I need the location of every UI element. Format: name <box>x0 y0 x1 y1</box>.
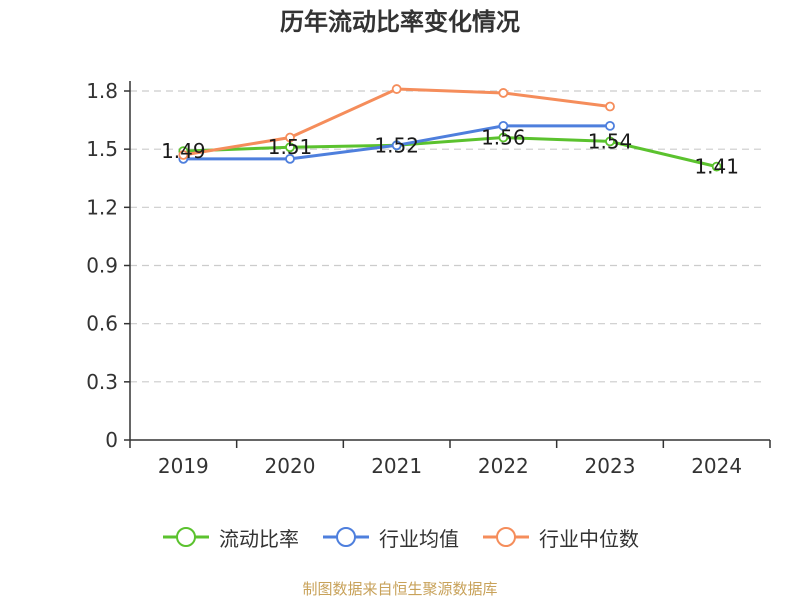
x-tick-label: 2021 <box>371 454 422 478</box>
legend-swatch-icon <box>483 527 529 547</box>
x-tick-label: 2024 <box>691 454 742 478</box>
x-tick-label: 2023 <box>585 454 636 478</box>
legend-label: 流动比率 <box>219 526 299 551</box>
x-tick-label: 2022 <box>478 454 529 478</box>
source-note: 制图数据来自恒生聚源数据库 <box>302 580 498 598</box>
data-label: 1.51 <box>268 135 313 159</box>
data-point <box>178 150 189 160</box>
data-label: 1.54 <box>588 129 633 153</box>
data-label: 1.41 <box>694 155 739 179</box>
data-label: 1.52 <box>374 133 419 157</box>
data-point <box>391 140 402 151</box>
data-point <box>605 136 615 147</box>
data-point <box>498 88 509 98</box>
data-point <box>605 101 615 112</box>
chart-title: 历年流动比率变化情况 <box>280 8 520 36</box>
data-point <box>285 142 295 153</box>
legend-label: 行业中位数 <box>539 526 639 551</box>
legend: 流动比率 行业均值 行业中位数 <box>0 520 800 554</box>
series-line-0 <box>183 136 718 169</box>
y-tick-label: 0.3 <box>86 370 118 394</box>
data-point <box>711 161 722 172</box>
y-tick-label: 1.5 <box>86 137 118 161</box>
data-label: 1.49 <box>161 139 206 163</box>
legend-swatch-icon <box>163 527 209 547</box>
x-tick-label: 2019 <box>158 454 209 478</box>
line-chart: 0 0.3 0.6 0.9 1.2 1.5 1.8 2019 2020 2021 2022 2023 2… <box>86 79 771 478</box>
y-tick-label: 0 <box>105 428 118 452</box>
y-tick-label: 0.9 <box>86 254 118 278</box>
data-point <box>391 84 402 94</box>
data-point <box>498 121 509 131</box>
y-tick-label: 1.2 <box>86 195 118 219</box>
legend-label: 行业均值 <box>379 526 459 551</box>
data-point <box>285 132 295 143</box>
y-tick-label: 1.8 <box>86 79 118 103</box>
legend-item[interactable]: 行业均值 <box>321 523 459 552</box>
legend-swatch-icon <box>323 527 369 547</box>
legend-item[interactable]: 行业中位数 <box>481 523 639 552</box>
data-point <box>285 153 295 164</box>
x-tick-label: 2020 <box>265 454 316 478</box>
legend-item[interactable]: 流动比率 <box>161 523 299 552</box>
data-label: 1.56 <box>481 126 526 150</box>
y-tick-label: 0.6 <box>86 312 118 336</box>
data-point <box>605 121 615 131</box>
data-point <box>498 132 509 143</box>
